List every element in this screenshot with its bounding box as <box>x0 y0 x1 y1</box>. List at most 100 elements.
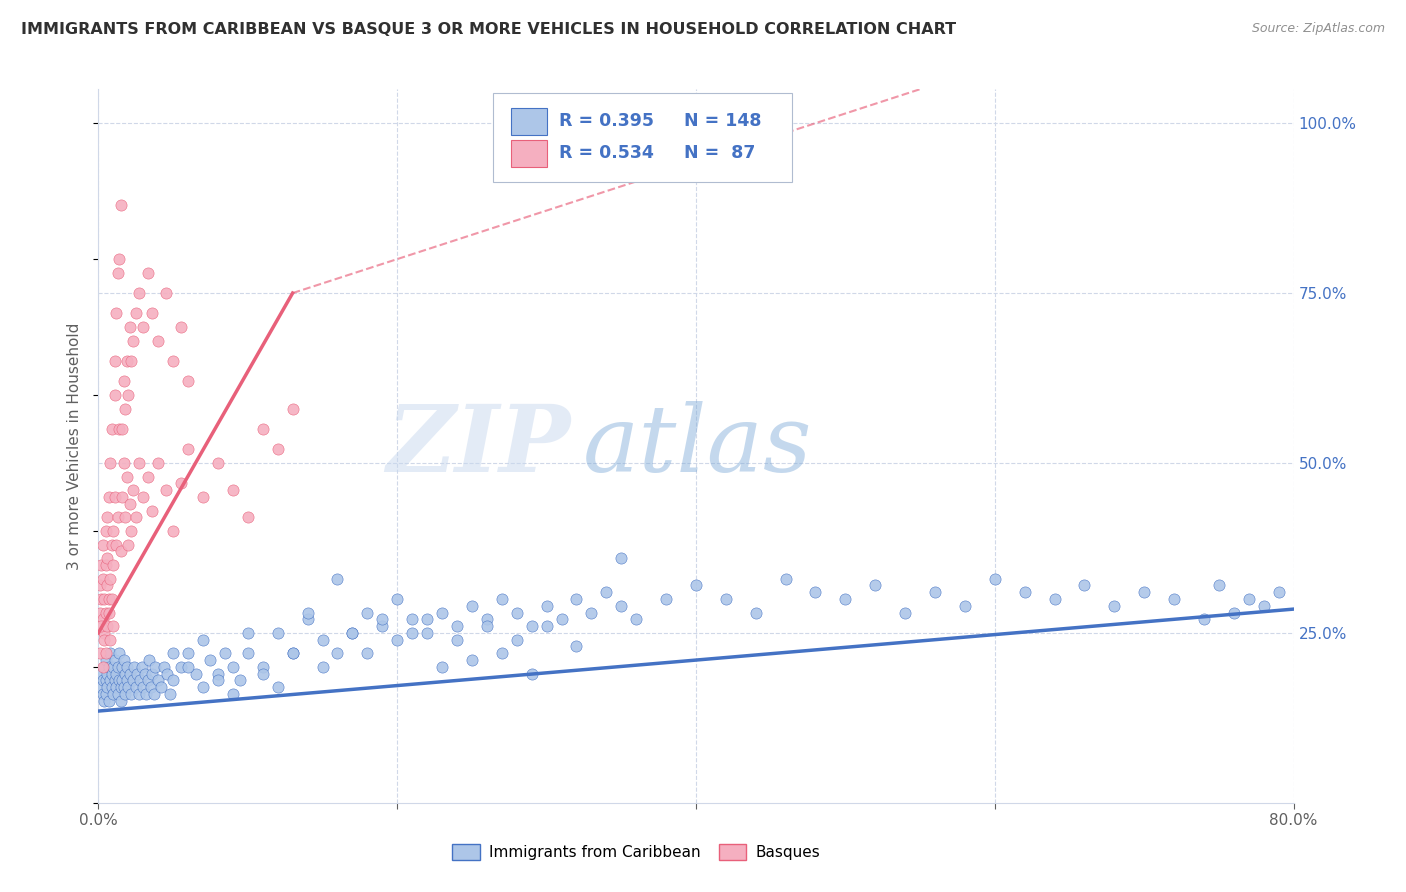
Point <box>89 606 111 620</box>
Point <box>121 483 143 498</box>
Point <box>565 591 588 606</box>
Point <box>342 626 364 640</box>
Point <box>775 572 797 586</box>
Point <box>267 626 290 640</box>
Point <box>115 673 138 688</box>
Point <box>834 591 856 606</box>
Point <box>97 660 120 674</box>
Point <box>520 666 543 681</box>
Point <box>430 606 453 620</box>
Legend: Immigrants from Caribbean, Basques: Immigrants from Caribbean, Basques <box>446 838 827 866</box>
Point <box>924 585 946 599</box>
Point <box>103 524 125 538</box>
Point <box>506 606 529 620</box>
Point <box>91 572 114 586</box>
Point <box>108 422 131 436</box>
Point <box>371 619 394 633</box>
Point <box>136 469 159 483</box>
Point <box>89 646 111 660</box>
Point <box>110 694 132 708</box>
Point <box>134 666 156 681</box>
Point <box>101 591 124 606</box>
Point <box>128 456 150 470</box>
Point <box>90 591 112 606</box>
Point <box>162 354 184 368</box>
Point <box>155 483 177 498</box>
Point <box>118 320 141 334</box>
Point <box>550 612 572 626</box>
Point <box>491 591 513 606</box>
Point <box>105 537 128 551</box>
FancyBboxPatch shape <box>510 140 547 167</box>
Point <box>236 646 259 660</box>
Point <box>865 578 887 592</box>
Point <box>111 422 134 436</box>
Point <box>96 578 118 592</box>
Point <box>506 632 529 647</box>
Point <box>103 660 125 674</box>
Point <box>311 660 333 674</box>
Text: N =  87: N = 87 <box>685 145 755 162</box>
Point <box>97 694 120 708</box>
Point <box>281 646 304 660</box>
Point <box>141 306 163 320</box>
Text: ZIP: ZIP <box>387 401 571 491</box>
Point <box>326 646 349 660</box>
Point <box>207 666 229 681</box>
Point <box>155 286 177 301</box>
Point <box>953 599 976 613</box>
Point <box>101 422 124 436</box>
Point <box>136 266 159 280</box>
Point <box>626 612 648 626</box>
Point <box>115 469 138 483</box>
Point <box>1014 585 1036 599</box>
Point <box>104 388 127 402</box>
Point <box>385 591 409 606</box>
Point <box>200 653 222 667</box>
FancyBboxPatch shape <box>494 93 792 182</box>
Point <box>114 666 136 681</box>
Point <box>118 666 141 681</box>
Point <box>169 320 191 334</box>
Point <box>159 687 181 701</box>
Point <box>93 660 115 674</box>
Point <box>114 687 136 701</box>
Point <box>98 456 122 470</box>
Point <box>297 612 319 626</box>
Point <box>117 680 139 694</box>
Point <box>595 585 617 599</box>
FancyBboxPatch shape <box>510 108 547 135</box>
Text: R = 0.534: R = 0.534 <box>558 145 654 162</box>
Point <box>222 483 245 498</box>
Point <box>125 510 148 524</box>
Point <box>89 680 111 694</box>
Text: N = 148: N = 148 <box>685 112 762 130</box>
Point <box>128 286 150 301</box>
Point <box>169 476 191 491</box>
Point <box>252 660 274 674</box>
Point <box>96 619 118 633</box>
Point <box>1208 578 1230 592</box>
Point <box>91 660 114 674</box>
Point <box>124 660 146 674</box>
Point <box>342 626 364 640</box>
Point <box>536 619 558 633</box>
Point <box>297 606 319 620</box>
Point <box>416 626 439 640</box>
Point <box>1133 585 1156 599</box>
Point <box>136 673 159 688</box>
Point <box>125 680 148 694</box>
Point <box>536 599 558 613</box>
Point <box>108 673 131 688</box>
Point <box>128 687 150 701</box>
Point <box>120 687 142 701</box>
Point <box>138 653 160 667</box>
Point <box>105 306 128 320</box>
Point <box>491 646 513 660</box>
Point <box>1253 599 1275 613</box>
Point <box>1223 606 1246 620</box>
Point <box>446 632 468 647</box>
Point <box>104 354 127 368</box>
Point <box>132 320 155 334</box>
Point <box>236 626 259 640</box>
